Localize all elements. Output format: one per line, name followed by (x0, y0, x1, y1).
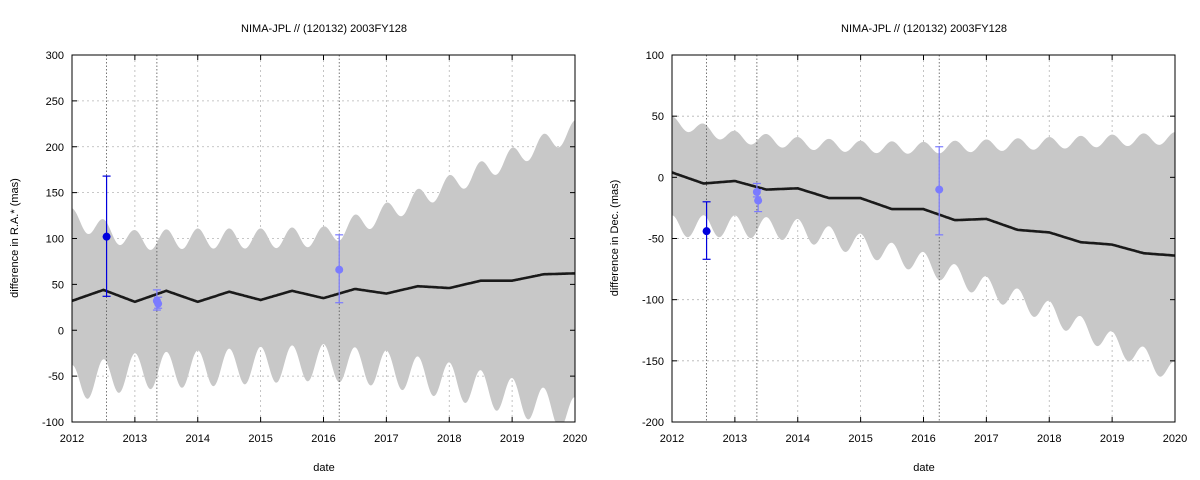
dec-x-tick-label: 2012 (660, 433, 684, 445)
ra-observation-point (102, 232, 111, 241)
ra-y-axis-label: difference in R.A.* (mas) (9, 178, 21, 298)
dec-observation-point (935, 185, 944, 194)
dec-y-tick-label: -50 (648, 234, 664, 246)
ra-plot-area: -100 -50 0 50 100 150 200 250 300 2012 2013 2014 201… (42, 50, 587, 445)
ra-x-tick-label: 2019 (500, 433, 524, 445)
ra-x-tick-label: 2018 (437, 433, 461, 445)
ra-y-tick-label: -100 (42, 417, 64, 429)
ra-y-tick-label: 150 (46, 188, 64, 200)
ra-observation-point (335, 265, 344, 274)
dec-x-tick-label: 2015 (848, 433, 872, 445)
dec-uncertainty-band (672, 116, 1175, 377)
dec-chart: NIMA-JPL // (120132) 2003FY128 date diff… (609, 23, 1187, 474)
dec-y-tick-label: 50 (652, 111, 664, 123)
ra-chart-panel: NIMA-JPL // (120132) 2003FY128 date diff… (9, 23, 587, 474)
dec-x-tick-label: 2017 (974, 433, 998, 445)
ra-chart: NIMA-JPL // (120132) 2003FY128 date diff… (9, 23, 587, 474)
ra-y-tick-label: 50 (52, 279, 64, 291)
ra-y-tick-label: 250 (46, 96, 64, 108)
ra-x-tick-label: 2017 (374, 433, 398, 445)
dec-y-tick-label: 0 (658, 172, 664, 184)
ra-y-tick-label: 200 (46, 142, 64, 154)
dec-plot-area: -200 -150 -100 -50 0 50 100 2012 2013 2014 2015 201… (642, 50, 1187, 445)
ra-y-tick-label: 300 (46, 50, 64, 62)
dec-x-tick-label: 2020 (1163, 433, 1187, 445)
dec-observation-point (702, 227, 711, 236)
ra-nominal-line (71, 272, 575, 304)
ra-uncertainty-band (72, 120, 575, 422)
dec-x-tick-label: 2013 (723, 433, 747, 445)
dec-x-tick-label: 2014 (786, 433, 810, 445)
dec-y-tick-label: -200 (642, 417, 664, 429)
dec-nominal-line (671, 171, 1176, 257)
ra-chart-title: NIMA-JPL // (120132) 2003FY128 (241, 23, 407, 35)
dec-y-tick-label: 100 (646, 50, 664, 62)
ra-y-tick-label: 100 (46, 234, 64, 246)
ra-x-tick-label: 2015 (248, 433, 272, 445)
dec-y-tick-label: -150 (642, 356, 664, 368)
dec-y-tick-label: -100 (642, 295, 664, 307)
dec-chart-title: NIMA-JPL // (120132) 2003FY128 (841, 23, 1007, 35)
ra-y-tick-label: -50 (48, 371, 64, 383)
dec-x-tick-label: 2019 (1100, 433, 1124, 445)
ra-x-tick-label: 2014 (186, 433, 210, 445)
ra-x-axis-label: date (313, 462, 334, 474)
dec-observation-point (754, 196, 763, 205)
ra-y-tick-label: 0 (58, 325, 64, 337)
ra-x-tick-label: 2013 (123, 433, 147, 445)
dec-y-axis-label: difference in Dec. (mas) (609, 180, 621, 297)
ra-x-tick-label: 2016 (311, 433, 335, 445)
ra-x-tick-label: 2020 (563, 433, 587, 445)
ra-observation-point (154, 299, 163, 308)
ra-x-tick-label: 2012 (60, 433, 84, 445)
dec-x-tick-label: 2018 (1037, 433, 1061, 445)
dec-x-tick-label: 2016 (911, 433, 935, 445)
dec-chart-panel: NIMA-JPL // (120132) 2003FY128 date diff… (600, 0, 1200, 480)
dec-x-axis-label: date (913, 462, 934, 474)
